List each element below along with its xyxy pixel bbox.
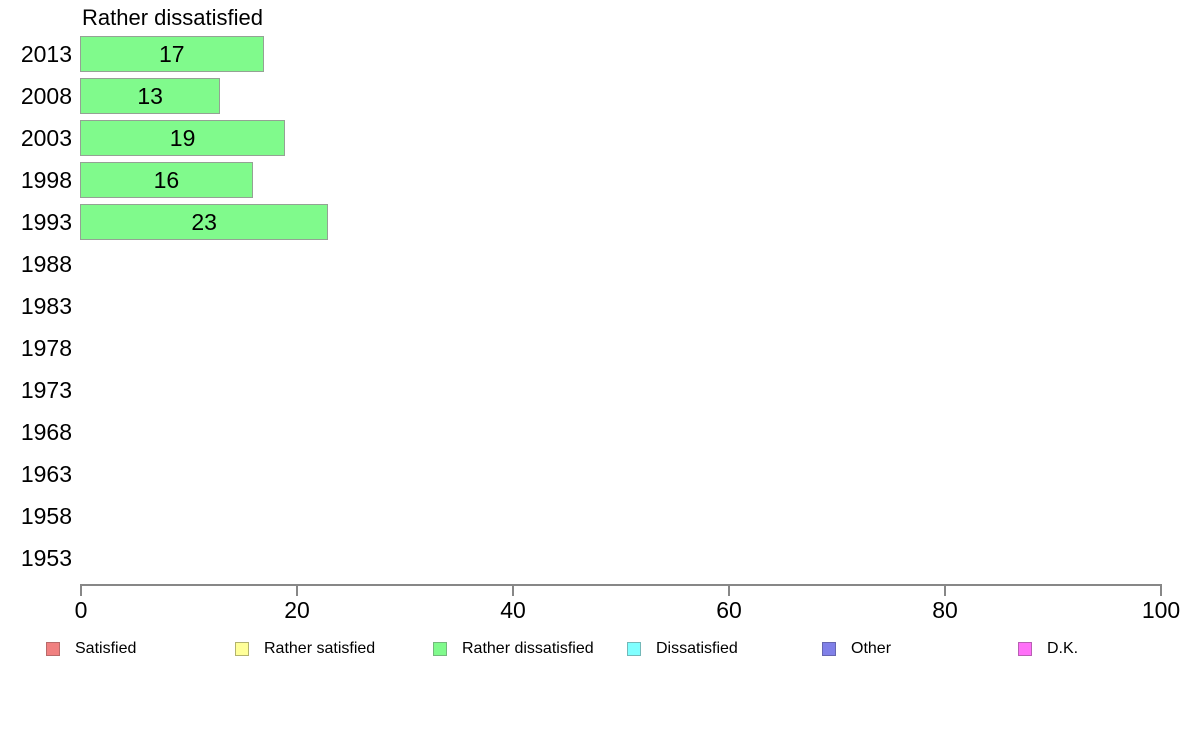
- legend-item: Rather dissatisfied: [433, 640, 594, 657]
- legend-label: D.K.: [1047, 640, 1079, 657]
- y-axis-category-label: 1978: [20, 335, 72, 361]
- x-axis-tick-label: 60: [716, 597, 742, 623]
- x-axis-tick-label: 40: [500, 597, 526, 623]
- legend-item: Satisfied: [46, 640, 137, 657]
- y-axis-category-label: 2013: [20, 41, 72, 67]
- y-axis-category-label: 2008: [20, 83, 72, 109]
- bar: 16: [80, 162, 253, 198]
- legend-label: Rather satisfied: [264, 640, 376, 657]
- bar: 23: [80, 204, 329, 240]
- bar: 13: [80, 78, 221, 114]
- legend-swatch: [627, 642, 641, 656]
- y-axis-category-label: 1983: [20, 293, 72, 319]
- y-axis-category-label: 1988: [20, 251, 72, 277]
- bar-value-label: 17: [159, 41, 185, 67]
- y-axis-category-label: 1993: [20, 209, 72, 235]
- x-axis-tick-label: 100: [1141, 597, 1181, 623]
- bar-value-label: 19: [169, 125, 196, 151]
- bar: 17: [80, 36, 264, 72]
- legend-item: Dissatisfied: [627, 640, 738, 657]
- x-axis-tick-label: 0: [74, 597, 88, 623]
- y-axis-category-label: 1968: [20, 419, 72, 445]
- y-axis-category-label: 1973: [20, 377, 72, 403]
- x-axis-tick: [728, 584, 730, 596]
- x-axis-tick: [1160, 584, 1162, 596]
- x-axis-tick: [296, 584, 298, 596]
- x-axis-tick-label: 80: [932, 597, 958, 623]
- legend-label: Other: [851, 640, 892, 657]
- legend-swatch: [1018, 642, 1032, 656]
- x-axis-tick-label: 20: [284, 597, 310, 623]
- y-axis-category-label: 1998: [20, 167, 72, 193]
- x-axis-tick: [512, 584, 514, 596]
- y-axis-category-label: 1953: [20, 545, 72, 571]
- y-axis-category-label: 1958: [20, 503, 72, 529]
- legend-swatch: [46, 642, 60, 656]
- bar-value-label: 23: [191, 209, 217, 235]
- legend-label: Rather dissatisfied: [462, 640, 594, 657]
- y-axis-category-label: 1963: [20, 461, 72, 487]
- legend-swatch: [235, 642, 249, 656]
- x-axis-line: [80, 584, 1162, 586]
- legend-label: Dissatisfied: [656, 640, 738, 657]
- legend-item: D.K.: [1018, 640, 1079, 657]
- x-axis-tick: [944, 584, 946, 596]
- legend-item: Rather satisfied: [235, 640, 376, 657]
- bar: 19: [80, 120, 286, 156]
- legend-label: Satisfied: [75, 640, 137, 657]
- legend-item: Other: [822, 640, 892, 657]
- chart-title: Rather dissatisfied: [82, 5, 263, 30]
- x-axis-tick: [80, 584, 82, 596]
- legend-swatch: [822, 642, 836, 656]
- bar-value-label: 16: [153, 167, 180, 193]
- legend-swatch: [433, 642, 447, 656]
- y-axis-category-label: 2003: [20, 125, 72, 151]
- bar-value-label: 13: [137, 83, 163, 109]
